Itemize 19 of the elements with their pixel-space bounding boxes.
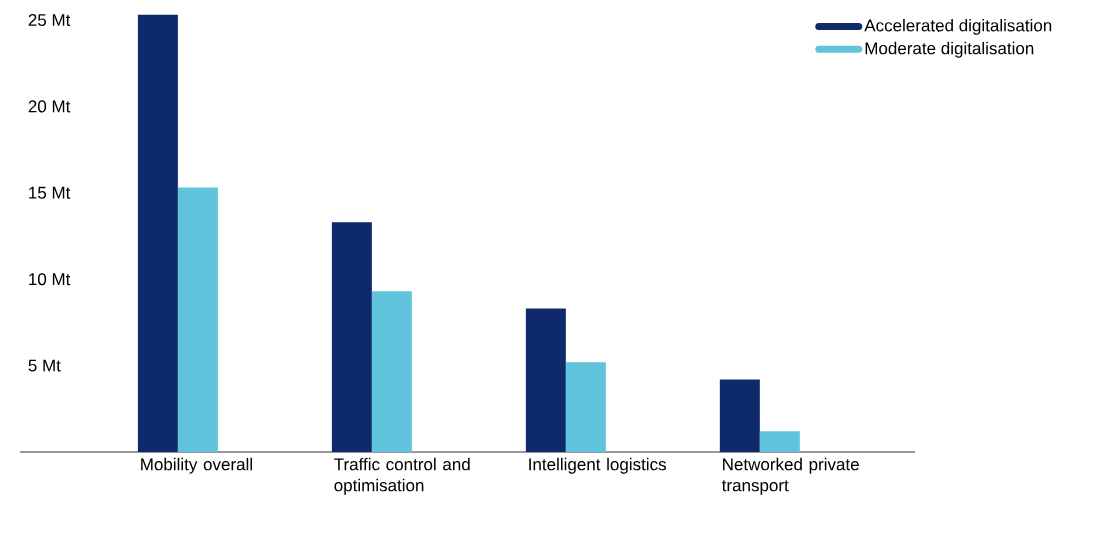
y-tick-label: 5 Mt: [28, 359, 61, 372]
bar: [759, 431, 800, 452]
x-tick-label: Traffic control and optimisation: [334, 457, 470, 495]
y-tick-label: 15 Mt: [29, 186, 71, 199]
bar: [565, 362, 606, 452]
x-tick-label: Intelligent logistics: [529, 457, 666, 474]
x-tick-label: Mobility overall: [141, 457, 252, 474]
y-tick-label: 10 Mt: [29, 273, 71, 286]
bar: [331, 222, 372, 452]
bar: [177, 187, 218, 452]
bar: [137, 14, 178, 452]
bar: [525, 308, 566, 452]
y-tick-label: 25 Mt: [28, 13, 71, 27]
x-tick-label: Networked private transport: [721, 457, 859, 495]
bar: [371, 291, 412, 452]
legend-label: Moderate digitalisation: [865, 41, 1034, 58]
legend-label: Accelerated digitalisation: [864, 19, 1052, 35]
y-tick-label: 20 Mt: [28, 100, 71, 113]
bar: [719, 379, 760, 452]
